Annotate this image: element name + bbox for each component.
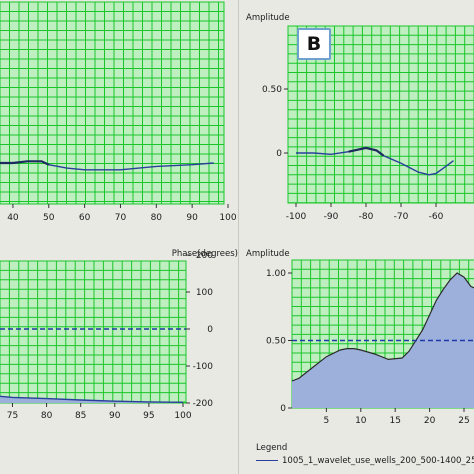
top-right-series-peak	[348, 146, 385, 157]
top-left-chart-svg: 40 50 60 70 80 90 100	[0, 1, 237, 223]
bottom-left-x-tick-label: 75	[7, 411, 18, 421]
bottom-left-chart: Phase(degrees) 200 100 0 -100 -200 75 80 85 90 95 1…	[0, 240, 238, 474]
bottom-left-x-tick-label: 80	[41, 411, 53, 421]
bottom-left-plot-area	[0, 260, 187, 404]
top-left-x-tick-label: 90	[186, 213, 198, 223]
bottom-right-x-tick-label: 5	[324, 416, 330, 426]
bottom-left-area-fill	[0, 396, 183, 403]
top-right-x-tick-label: -90	[324, 212, 339, 222]
bottom-left-y-tick-label: 0	[207, 325, 213, 335]
bottom-left-y-axis-title: Phase(degrees)	[172, 249, 238, 259]
panel-divider	[238, 0, 239, 474]
top-left-chart: 40 50 60 70 80 90 100	[0, 0, 238, 232]
top-left-x-tick-label: 100	[219, 213, 236, 223]
bottom-left-chart-svg: Phase(degrees)200 100 0 -100 -200 75 80 85 90 95 1…	[0, 249, 238, 421]
top-right-x-tick-label: -80	[359, 212, 374, 222]
bottom-left-y-tick-label: -100	[193, 362, 214, 372]
top-left-x-tick-label: 40	[7, 213, 19, 223]
bottom-left-series-line	[0, 395, 184, 403]
bottom-left-y-tick-label: 100	[196, 288, 213, 298]
bottom-right-y-axis-title: Amplitude	[246, 249, 290, 259]
legend-item: 1005_1_wavelet_use_wells_200_500-1400_25…	[256, 456, 474, 468]
legend-swatch	[256, 460, 278, 461]
top-right-chart: Amplitude 0.50 0 -100 -90 -80 -70 -60	[246, 0, 474, 232]
legend-item-label: 1005_1_wavelet_use_wells_200_500-1400_25…	[282, 456, 474, 466]
top-right-x-tick-label: -70	[394, 212, 409, 222]
top-left-x-tick-label: 50	[43, 213, 55, 223]
top-right-y-tick-label: 0	[276, 149, 282, 159]
bottom-right-x-tick-label: 20	[424, 416, 436, 426]
legend-title: Legend	[256, 443, 288, 453]
top-left-x-tick-label: 70	[115, 213, 127, 223]
bottom-right-y-tick-label: 0	[280, 404, 286, 414]
bottom-right-x-tick-label: 25	[458, 416, 469, 426]
top-right-chart-svg: Amplitude 0.50 0 -100 -90 -80 -70 -60	[246, 13, 474, 222]
panel-b-badge: B	[297, 28, 331, 60]
bottom-right-chart-svg: Amplitude 1.00 0.50 0 5 10 15 20 25	[246, 249, 474, 426]
bottom-left-x-tick-label: 90	[109, 411, 121, 421]
top-right-y-axis-title: Amplitude	[246, 13, 290, 23]
bottom-left-x-tick-label: 85	[75, 411, 86, 421]
bottom-right-series-line	[291, 272, 474, 382]
bottom-right-y-tick-label: 1.00	[266, 269, 286, 279]
top-right-x-tick-label: -60	[429, 212, 444, 222]
bottom-right-chart: Amplitude 1.00 0.50 0 5 10 15 20 25	[246, 240, 474, 440]
bottom-left-y-tick-label: -200	[193, 399, 214, 409]
top-left-x-tick-label: 80	[151, 213, 163, 223]
bottom-right-area-fill	[292, 273, 474, 408]
top-left-series-peak	[0, 160, 50, 166]
bottom-left-x-tick-label: 100	[174, 411, 191, 421]
top-right-x-tick-label: -100	[286, 212, 307, 222]
bottom-right-y-tick-label: 0.50	[266, 337, 286, 347]
bottom-left-x-tick-label: 95	[143, 411, 154, 421]
bottom-right-x-tick-label: 10	[355, 416, 367, 426]
bottom-right-x-tick-label: 15	[389, 416, 400, 426]
bottom-left-y-tick-label: 200	[196, 251, 213, 261]
top-left-x-tick-label: 60	[79, 213, 91, 223]
top-right-y-tick-label: 0.50	[262, 85, 282, 95]
